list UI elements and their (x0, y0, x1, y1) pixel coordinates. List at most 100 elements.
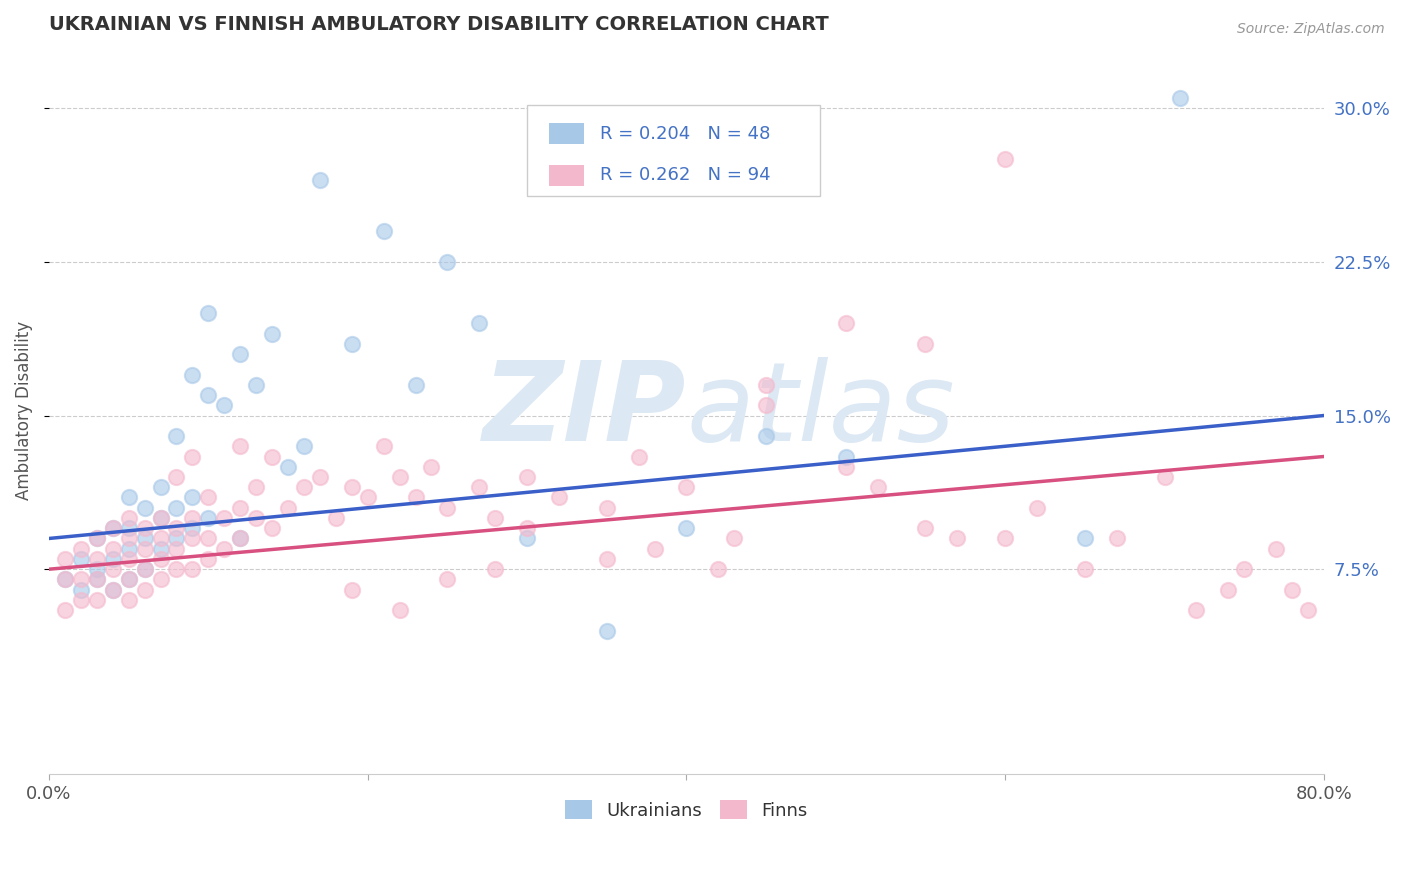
Point (86, 552, 108, 566)
Point (1218, 582, 1240, 597)
Text: R = 0.262   N = 94: R = 0.262 N = 94 (600, 167, 770, 185)
Point (166, 562, 188, 576)
Point (214, 511, 236, 525)
Point (914, 336, 936, 351)
Point (1170, 91, 1192, 105)
Point (134, 521, 156, 535)
Point (70, 573, 93, 587)
Point (181, 521, 204, 535)
Point (596, 624, 619, 638)
Point (134, 532, 156, 546)
Point (86, 532, 108, 546)
Point (53, 573, 76, 587)
Point (118, 552, 141, 566)
Point (118, 521, 141, 535)
Point (197, 306, 219, 320)
Point (373, 439, 395, 453)
Point (197, 491, 219, 505)
Point (835, 459, 858, 474)
Point (118, 511, 141, 525)
Point (70, 541, 93, 556)
Point (149, 511, 172, 525)
Point (245, 480, 267, 494)
Point (755, 377, 778, 392)
Point (149, 532, 172, 546)
Point (197, 388, 219, 402)
Point (388, 470, 411, 484)
Point (292, 439, 315, 453)
Point (994, 532, 1017, 546)
Point (53, 603, 76, 617)
Point (755, 398, 778, 412)
Point (1105, 532, 1128, 546)
Point (149, 573, 172, 587)
Point (627, 450, 650, 464)
Text: R = 0.204   N = 48: R = 0.204 N = 48 (600, 125, 770, 143)
Point (262, 521, 284, 535)
Point (436, 500, 458, 515)
Text: ZIP: ZIP (482, 357, 686, 464)
Point (197, 511, 219, 525)
Point (70, 593, 93, 607)
Point (1265, 541, 1288, 556)
Point (1185, 603, 1208, 617)
Point (405, 491, 427, 505)
Point (229, 532, 252, 546)
Point (484, 562, 506, 576)
Point (214, 398, 236, 412)
Point (134, 562, 156, 576)
Point (723, 532, 745, 546)
Point (277, 459, 299, 474)
Point (181, 450, 204, 464)
Text: Source: ZipAtlas.com: Source: ZipAtlas.com (1237, 22, 1385, 37)
Point (1074, 562, 1097, 576)
Point (149, 480, 172, 494)
Point (596, 500, 619, 515)
Point (101, 521, 124, 535)
Point (516, 470, 538, 484)
FancyBboxPatch shape (548, 123, 585, 144)
Point (86, 573, 108, 587)
Point (262, 326, 284, 341)
Point (835, 450, 858, 464)
Point (86, 593, 108, 607)
Point (134, 500, 156, 515)
Point (70, 552, 93, 566)
Point (1074, 532, 1097, 546)
Point (166, 470, 188, 484)
Point (436, 573, 458, 587)
Point (468, 480, 491, 494)
Point (229, 532, 252, 546)
Point (357, 491, 380, 505)
Point (149, 541, 172, 556)
Point (166, 521, 188, 535)
Point (596, 552, 619, 566)
Point (420, 459, 443, 474)
Point (292, 480, 315, 494)
Point (229, 500, 252, 515)
Text: UKRAINIAN VS FINNISH AMBULATORY DISABILITY CORRELATION CHART: UKRAINIAN VS FINNISH AMBULATORY DISABILI… (49, 15, 828, 34)
Point (707, 562, 730, 576)
Point (309, 173, 332, 187)
Point (388, 603, 411, 617)
Point (101, 552, 124, 566)
Point (214, 541, 236, 556)
Point (468, 316, 491, 330)
Point (134, 562, 156, 576)
Point (53, 552, 76, 566)
Point (166, 541, 188, 556)
Point (835, 316, 858, 330)
Point (994, 153, 1017, 167)
Point (1281, 582, 1303, 597)
Point (166, 532, 188, 546)
Point (166, 500, 188, 515)
Point (101, 582, 124, 597)
Point (866, 480, 889, 494)
FancyBboxPatch shape (527, 105, 820, 196)
Point (675, 521, 697, 535)
Point (373, 224, 395, 238)
Point (325, 511, 347, 525)
Point (516, 532, 538, 546)
Point (484, 511, 506, 525)
Point (340, 582, 363, 597)
